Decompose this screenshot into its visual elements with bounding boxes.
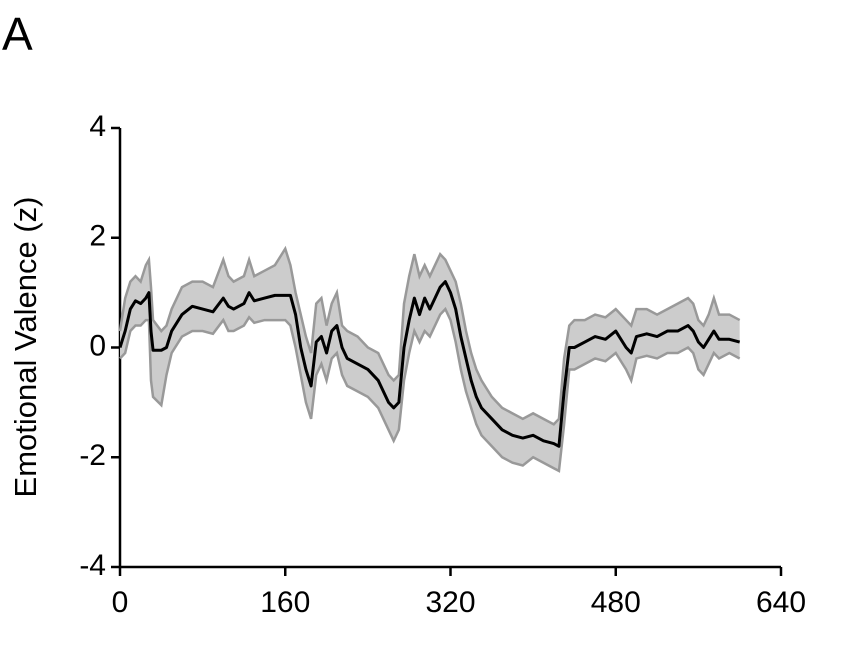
- x-tick-label: 160: [260, 586, 310, 619]
- band-edge: [118, 245, 741, 426]
- y-axis-label: Emotional Valence (z): [8, 197, 43, 498]
- mean-line: [118, 280, 741, 448]
- x-tick-label: 480: [591, 586, 641, 619]
- y-tick-label: 4: [89, 110, 106, 143]
- x-tick-label: 320: [425, 586, 475, 619]
- y-tick-label: -2: [79, 439, 106, 472]
- y-tick-label: 0: [89, 329, 106, 362]
- x-tick-label: 0: [112, 586, 129, 619]
- panel-label: A: [2, 8, 33, 60]
- x-tick-label: 640: [756, 586, 806, 619]
- y-tick-label: -4: [79, 549, 106, 582]
- band-edge: [119, 306, 741, 473]
- y-tick-label: 2: [89, 220, 106, 253]
- confidence-band: [120, 248, 740, 471]
